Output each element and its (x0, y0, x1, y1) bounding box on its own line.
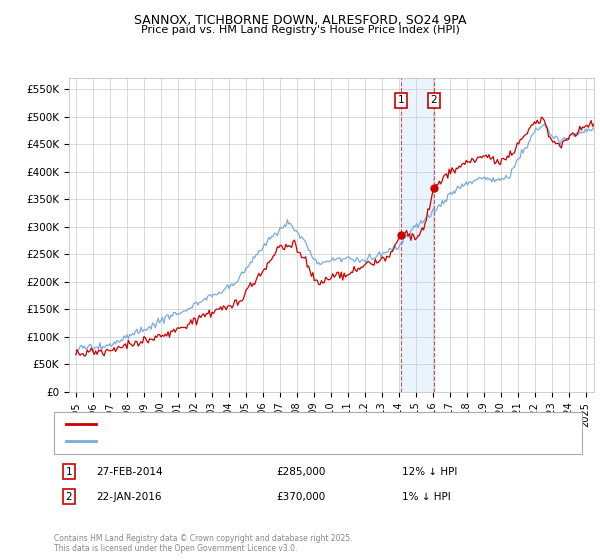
Text: 1: 1 (398, 95, 404, 105)
Text: 12% ↓ HPI: 12% ↓ HPI (402, 466, 457, 477)
Bar (401, 78, 434, 392)
Text: 2: 2 (430, 95, 437, 105)
Text: SANNOX, TICHBORNE DOWN, ALRESFORD, SO24 9PA (semi-detached house): SANNOX, TICHBORNE DOWN, ALRESFORD, SO24 … (102, 419, 465, 428)
Text: £285,000: £285,000 (276, 466, 325, 477)
Text: HPI: Average price, semi-detached house, Winchester: HPI: Average price, semi-detached house,… (102, 436, 358, 445)
Text: Contains HM Land Registry data © Crown copyright and database right 2025.
This d: Contains HM Land Registry data © Crown c… (54, 534, 353, 553)
Text: 27-FEB-2014: 27-FEB-2014 (96, 466, 163, 477)
Text: 1: 1 (65, 466, 73, 477)
Text: Price paid vs. HM Land Registry's House Price Index (HPI): Price paid vs. HM Land Registry's House … (140, 25, 460, 35)
Text: 22-JAN-2016: 22-JAN-2016 (96, 492, 161, 502)
Text: £370,000: £370,000 (276, 492, 325, 502)
Text: 1% ↓ HPI: 1% ↓ HPI (402, 492, 451, 502)
Text: 2: 2 (65, 492, 73, 502)
Text: SANNOX, TICHBORNE DOWN, ALRESFORD, SO24 9PA: SANNOX, TICHBORNE DOWN, ALRESFORD, SO24 … (134, 14, 466, 27)
